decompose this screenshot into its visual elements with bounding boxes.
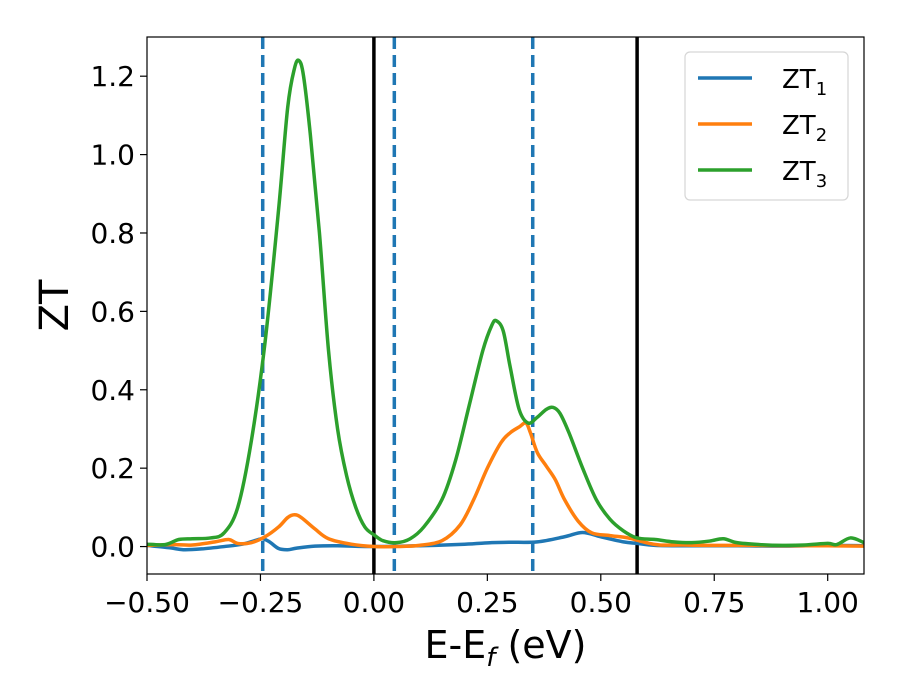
x-tick-label: 0.00 (343, 586, 405, 619)
x-axis: −0.50 −0.25 0.00 0.25 0.50 0.75 1.00 (104, 574, 859, 619)
legend-label-zt3: ZT3 (782, 157, 827, 192)
x-tick-label: −0.50 (104, 586, 190, 619)
y-axis-label: ZT (32, 279, 78, 331)
y-tick-label: 0.8 (90, 217, 135, 250)
legend: ZT1 ZT2 ZT3 (684, 51, 849, 201)
x-tick-label: 0.75 (683, 586, 745, 619)
plot-area (147, 37, 864, 574)
x-tick-label: 0.25 (456, 586, 518, 619)
x-tick-label: 1.00 (797, 586, 859, 619)
axes-frame (146, 36, 865, 575)
y-tick-label: 1.0 (90, 139, 135, 172)
y-tick-label: 0.6 (90, 295, 135, 328)
x-tick-label: −0.25 (218, 586, 304, 619)
series-line-zt2 (147, 421, 864, 549)
y-tick-label: 0.4 (90, 374, 135, 407)
y-axis: 0.0 0.2 0.4 0.6 0.8 1.0 1.2 (90, 60, 147, 564)
y-tick-label: 0.0 (90, 531, 135, 564)
legend-label-zt1: ZT1 (782, 65, 827, 100)
x-axis-label: E-Ef (eV) (425, 623, 587, 673)
x-tick-label: 0.50 (570, 586, 632, 619)
y-tick-label: 1.2 (90, 60, 135, 93)
legend-label-zt2: ZT2 (782, 111, 827, 146)
y-tick-label: 0.2 (90, 452, 135, 485)
legend-box (684, 51, 849, 201)
series-line-zt3 (147, 58, 864, 548)
